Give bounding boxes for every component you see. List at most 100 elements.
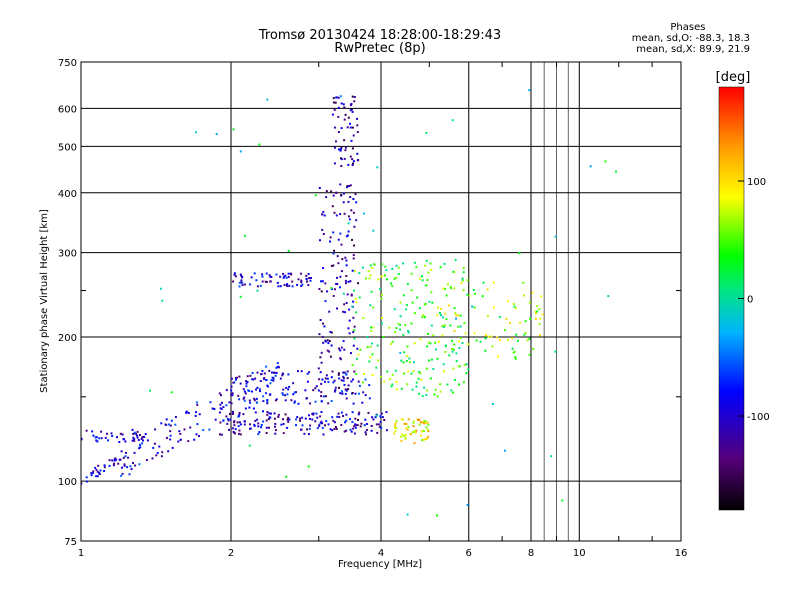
data-point — [115, 458, 118, 461]
data-point — [315, 385, 318, 388]
data-point — [208, 428, 211, 431]
data-point — [394, 331, 397, 333]
x-tick-label: 8 — [528, 548, 534, 559]
data-point — [430, 268, 433, 271]
data-point — [485, 334, 488, 337]
data-point — [346, 377, 349, 380]
data-point — [233, 273, 236, 276]
data-point — [453, 343, 456, 346]
data-point — [383, 274, 386, 277]
data-point — [383, 419, 386, 421]
data-point — [218, 411, 221, 414]
data-point — [312, 412, 315, 415]
data-point — [452, 348, 455, 351]
data-point — [230, 389, 233, 392]
data-point — [161, 451, 164, 454]
data-point — [183, 428, 186, 431]
data-point — [467, 343, 470, 346]
data-point — [496, 336, 499, 339]
data-point — [343, 118, 346, 121]
data-point — [449, 324, 452, 327]
data-point — [318, 333, 321, 336]
data-point — [284, 413, 287, 416]
data-point — [528, 301, 531, 304]
data-point — [439, 383, 442, 386]
data-point — [265, 432, 268, 434]
data-point — [323, 214, 326, 217]
data-point — [337, 372, 340, 375]
data-point — [327, 423, 330, 426]
data-point — [322, 233, 325, 235]
data-point — [231, 394, 234, 397]
data-point — [359, 425, 362, 428]
data-point — [287, 420, 290, 423]
data-point — [237, 394, 240, 397]
data-point — [250, 276, 253, 279]
data-point — [341, 390, 343, 393]
data-point — [345, 429, 348, 432]
data-point — [245, 380, 248, 382]
data-point — [161, 299, 164, 302]
data-point — [85, 429, 88, 432]
data-point — [370, 290, 373, 293]
data-point — [268, 426, 270, 429]
data-point — [444, 288, 447, 291]
data-point — [423, 438, 425, 441]
data-point — [424, 438, 427, 440]
data-point — [301, 283, 304, 286]
data-point — [514, 357, 517, 360]
data-point — [427, 271, 430, 274]
data-point — [317, 389, 320, 392]
data-point — [266, 411, 269, 413]
data-point — [411, 431, 414, 434]
data-point — [272, 371, 275, 374]
grid-lines — [81, 62, 681, 541]
data-point — [352, 257, 355, 260]
data-point — [461, 342, 464, 345]
data-point — [351, 364, 354, 367]
data-point — [274, 399, 277, 402]
data-point — [232, 412, 235, 414]
data-point — [323, 325, 326, 328]
data-point — [406, 282, 409, 285]
data-point — [333, 146, 336, 149]
data-point — [342, 377, 345, 380]
data-point — [193, 438, 196, 441]
data-point — [187, 412, 190, 414]
data-point — [506, 339, 509, 341]
data-point — [327, 402, 330, 405]
data-point — [170, 391, 173, 394]
data-point — [607, 295, 610, 298]
data-point — [218, 392, 221, 395]
data-point — [373, 263, 376, 266]
data-point — [426, 437, 429, 440]
colorbar-label: [deg] — [716, 70, 751, 85]
data-point — [467, 368, 470, 371]
data-point — [351, 238, 353, 241]
data-point — [425, 259, 428, 262]
data-point — [340, 102, 343, 105]
data-point — [337, 412, 340, 415]
data-point — [385, 429, 388, 432]
data-point — [242, 388, 245, 391]
data-point — [237, 425, 240, 428]
data-point — [241, 281, 244, 284]
data-point — [261, 275, 264, 278]
data-point — [138, 447, 141, 450]
y-tick-label: 75 — [64, 537, 77, 548]
data-point — [346, 126, 349, 129]
data-point — [497, 355, 499, 358]
data-point — [259, 380, 262, 382]
data-point — [451, 339, 454, 342]
data-point — [331, 429, 334, 432]
data-point — [414, 431, 417, 434]
data-point — [336, 307, 338, 310]
data-point — [314, 420, 317, 423]
data-point — [452, 367, 455, 370]
data-point — [351, 110, 354, 113]
data-point — [324, 340, 327, 343]
data-point — [167, 450, 170, 453]
data-point — [442, 287, 445, 290]
data-point — [355, 219, 358, 222]
data-point — [329, 236, 332, 239]
